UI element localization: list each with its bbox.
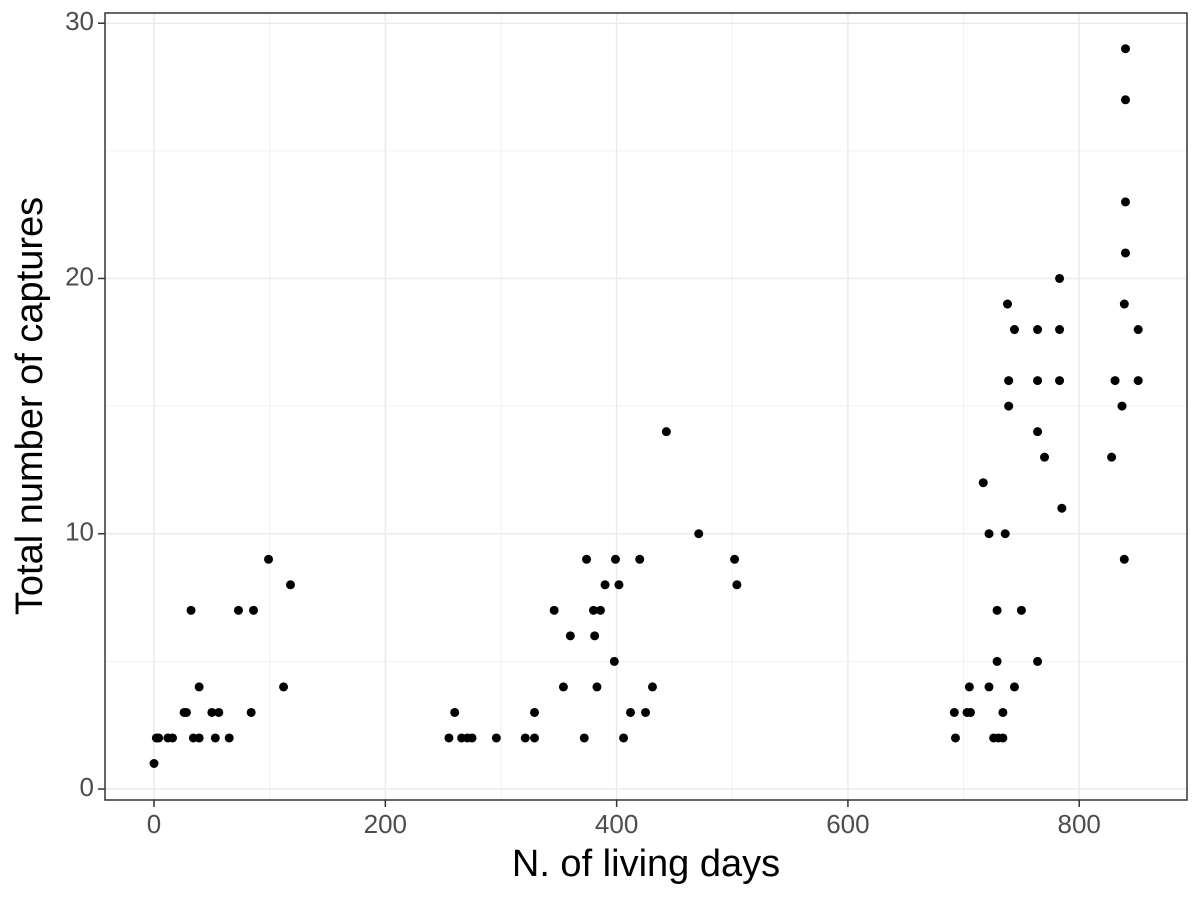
point xyxy=(694,529,704,539)
point xyxy=(1033,325,1043,335)
point xyxy=(214,707,224,717)
x-tick-label: 800 xyxy=(1058,809,1101,839)
point xyxy=(1055,273,1065,283)
point xyxy=(966,707,976,717)
point xyxy=(1133,325,1143,335)
point xyxy=(520,733,530,743)
point xyxy=(1033,427,1043,437)
point xyxy=(149,758,159,768)
point xyxy=(1016,605,1026,615)
point xyxy=(264,554,274,564)
point xyxy=(1119,299,1129,309)
point xyxy=(285,580,295,590)
point xyxy=(565,631,575,641)
x-axis-title: N. of living days xyxy=(512,843,780,885)
point xyxy=(626,707,636,717)
point xyxy=(998,733,1008,743)
point xyxy=(984,682,994,692)
y-tick-label: 10 xyxy=(65,517,94,547)
y-tick-label: 30 xyxy=(65,6,94,36)
point xyxy=(207,707,217,717)
y-axis-title: Total number of captures xyxy=(9,197,51,615)
point xyxy=(1009,325,1019,335)
point xyxy=(1040,452,1050,462)
point xyxy=(964,682,974,692)
point xyxy=(647,682,657,692)
point xyxy=(450,707,460,717)
point xyxy=(279,682,289,692)
point xyxy=(635,554,645,564)
point xyxy=(1120,197,1130,207)
x-tick-label: 400 xyxy=(595,809,638,839)
point xyxy=(1009,682,1019,692)
point xyxy=(549,605,559,615)
point xyxy=(1004,376,1014,386)
point xyxy=(558,682,568,692)
point xyxy=(1117,401,1127,411)
point xyxy=(233,605,243,615)
point xyxy=(950,733,960,743)
point xyxy=(444,733,454,743)
x-tick-label: 200 xyxy=(364,809,407,839)
point xyxy=(491,733,501,743)
point xyxy=(600,580,610,590)
point xyxy=(1107,452,1117,462)
point xyxy=(1000,529,1010,539)
point xyxy=(579,733,589,743)
point xyxy=(467,733,477,743)
point xyxy=(186,605,196,615)
point xyxy=(590,631,600,641)
y-tick-label: 20 xyxy=(65,261,94,291)
point xyxy=(588,605,598,615)
point xyxy=(1057,503,1067,513)
panel-border xyxy=(104,12,1188,801)
point xyxy=(949,707,959,717)
point xyxy=(210,733,220,743)
point xyxy=(661,427,671,437)
point xyxy=(619,733,629,743)
point xyxy=(609,656,619,666)
point xyxy=(1055,325,1065,335)
point xyxy=(992,605,1002,615)
point xyxy=(1004,401,1014,411)
point xyxy=(1110,376,1120,386)
point xyxy=(1003,299,1013,309)
point xyxy=(595,605,605,615)
point xyxy=(1120,248,1130,258)
point xyxy=(168,733,178,743)
point xyxy=(978,478,988,488)
point xyxy=(582,554,592,564)
point xyxy=(610,554,620,564)
point xyxy=(1055,376,1065,386)
point xyxy=(732,580,742,590)
point xyxy=(984,529,994,539)
point xyxy=(154,733,164,743)
point xyxy=(1133,376,1143,386)
point xyxy=(530,707,540,717)
x-tick-label: 0 xyxy=(147,809,161,839)
point xyxy=(224,733,234,743)
point xyxy=(592,682,602,692)
point xyxy=(998,707,1008,717)
point xyxy=(530,733,540,743)
point xyxy=(181,707,191,717)
point xyxy=(641,707,651,717)
point xyxy=(1033,656,1043,666)
point xyxy=(246,707,256,717)
point xyxy=(1120,95,1130,105)
point xyxy=(194,733,204,743)
point xyxy=(1119,554,1129,564)
point xyxy=(194,682,204,692)
y-tick-label: 0 xyxy=(80,772,94,802)
point xyxy=(1120,44,1130,54)
point xyxy=(614,580,624,590)
x-tick-label: 600 xyxy=(826,809,869,839)
point xyxy=(730,554,740,564)
point xyxy=(992,656,1002,666)
point xyxy=(1033,376,1043,386)
point xyxy=(248,605,258,615)
